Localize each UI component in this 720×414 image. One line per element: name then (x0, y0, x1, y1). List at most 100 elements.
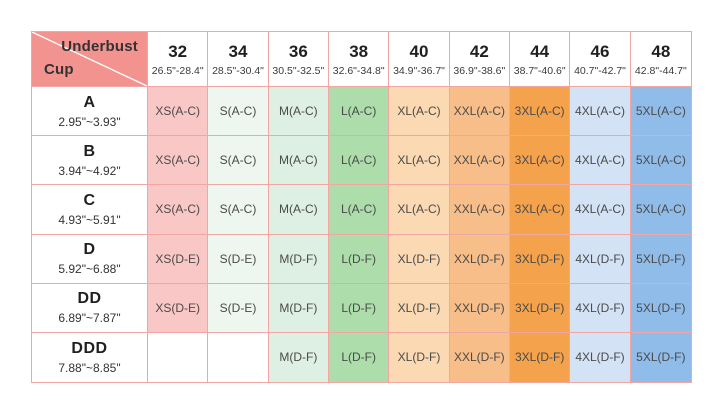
size-cell: XXL(A-C) (449, 185, 510, 235)
size-cell: 5XL(A-C) (630, 185, 691, 235)
size-cell: L(D-F) (328, 234, 390, 284)
cup-label: DD (77, 290, 102, 308)
cup-range-label: 4.93"~5.91" (58, 212, 121, 227)
size-cell: M(D-F) (268, 332, 329, 382)
size-cell: 4XL(D-F) (570, 332, 631, 382)
cup-label: A (83, 93, 96, 111)
column-header-48: 48 42.8"-44.7" (630, 32, 691, 87)
cup-range-label: 5.92"~6.88" (58, 262, 121, 277)
size-cell: 4XL(A-C) (570, 185, 631, 235)
row-header-C: C 4.93"~5.91" (32, 185, 148, 235)
size-cell: 5XL(D-F) (630, 283, 691, 333)
size-cell: 5XL(A-C) (630, 136, 691, 186)
column-header-40: 40 34.9"-36.7" (389, 32, 450, 87)
size-cell: XS(A-C) (148, 185, 209, 235)
size-cell: 3XL(D-F) (509, 234, 571, 284)
size-cell: XXL(D-F) (449, 234, 510, 284)
row-header-D: D 5.92"~6.88" (32, 234, 148, 284)
size-cell: 3XL(D-F) (509, 332, 571, 382)
row-header-B: B 3.94"~4.92" (32, 136, 148, 186)
size-cell: XXL(D-F) (449, 283, 510, 333)
size-cell: XXL(A-C) (449, 87, 510, 137)
row-header-DD: DD 6.89"~7.87" (32, 283, 148, 333)
size-cell: 4XL(D-F) (570, 283, 631, 333)
size-cell: XS(D-E) (148, 234, 209, 284)
size-cell: L(A-C) (328, 136, 390, 186)
size-cell: S(A-C) (208, 185, 269, 235)
column-range-label: 26.5"-28.4" (151, 64, 204, 77)
size-cell: 4XL(D-F) (570, 234, 631, 284)
size-cell: XS(D-E) (148, 283, 209, 333)
column-range-label: 28.5"-30.4" (212, 64, 264, 77)
column-size-label: 34 (228, 41, 248, 61)
column-header-42: 42 36.9"-38.6" (449, 32, 510, 87)
size-cell: 5XL(A-C) (630, 87, 691, 137)
column-range-label: 32.6"-34.8" (332, 64, 385, 77)
size-cell: XL(A-C) (389, 185, 450, 235)
size-cell: 3XL(A-C) (509, 185, 571, 235)
size-cell: S(D-E) (208, 283, 269, 333)
column-range-label: 36.9"-38.6" (453, 64, 506, 77)
column-size-label: 46 (590, 41, 610, 61)
size-cell: 5XL(D-F) (630, 332, 691, 382)
size-cell: M(A-C) (268, 87, 329, 137)
size-cell: XL(D-F) (389, 332, 450, 382)
size-cell: 5XL(D-F) (630, 234, 691, 284)
size-cell: XXL(D-F) (449, 332, 510, 382)
column-header-36: 36 30.5"-32.5" (268, 32, 329, 87)
size-cell: L(A-C) (328, 87, 390, 137)
column-header-38: 38 32.6"-34.8" (328, 32, 390, 87)
size-cell: S(D-E) (208, 234, 269, 284)
row-header-DDD: DDD 7.88"~8.85" (32, 332, 148, 382)
empty-size-cell (148, 332, 209, 382)
column-size-label: 48 (651, 41, 671, 61)
cup-range-label: 6.89"~7.87" (58, 311, 121, 326)
size-cell: L(D-F) (328, 332, 390, 382)
size-cell: L(A-C) (328, 185, 390, 235)
size-cell: XL(A-C) (389, 87, 450, 137)
size-cell: XS(A-C) (148, 136, 209, 186)
size-cell: XXL(A-C) (449, 136, 510, 186)
size-chart-table: Underbust Cup 32 26.5"-28.4" 34 28.5"-30.4"… (31, 31, 692, 383)
diagonal-divider-line (32, 32, 147, 86)
column-header-32: 32 26.5"-28.4" (148, 32, 209, 87)
cup-label: D (83, 241, 96, 259)
size-cell: S(A-C) (208, 87, 269, 137)
column-size-label: 42 (469, 41, 489, 61)
size-cell: XL(A-C) (389, 136, 450, 186)
cup-label: C (83, 191, 96, 209)
size-cell: S(A-C) (208, 136, 269, 186)
size-cell: 4XL(A-C) (570, 136, 631, 186)
size-cell: 3XL(A-C) (509, 136, 571, 186)
size-cell: M(D-F) (268, 234, 329, 284)
size-cell: XL(D-F) (389, 234, 450, 284)
size-cell: L(D-F) (328, 283, 390, 333)
corner-header-cell: Underbust Cup (32, 32, 148, 87)
empty-size-cell (208, 332, 269, 382)
column-range-label: 38.7"-40.6" (513, 64, 566, 77)
size-cell: XS(A-C) (148, 87, 209, 137)
cup-range-label: 3.94"~4.92" (58, 163, 121, 178)
column-range-label: 34.9"-36.7" (393, 64, 445, 77)
size-cell: M(D-F) (268, 283, 329, 333)
column-size-label: 32 (168, 41, 188, 61)
cup-header-label: Cup (44, 61, 74, 78)
cup-range-label: 7.88"~8.85" (58, 360, 121, 375)
column-size-label: 36 (288, 41, 308, 61)
column-range-label: 42.8"-44.7" (634, 64, 687, 77)
size-cell: M(A-C) (268, 136, 329, 186)
row-header-A: A 2.95"~3.93" (32, 87, 148, 137)
underbust-header-label: Underbust (61, 38, 138, 55)
size-cell: M(A-C) (268, 185, 329, 235)
size-cell: 3XL(D-F) (509, 283, 571, 333)
column-header-46: 46 40.7"-42.7" (570, 32, 631, 87)
column-size-label: 38 (349, 41, 369, 61)
column-header-44: 44 38.7"-40.6" (509, 32, 571, 87)
column-range-label: 40.7"-42.7" (574, 64, 626, 77)
column-size-label: 44 (530, 41, 550, 61)
column-size-label: 40 (409, 41, 429, 61)
cup-label: DDD (71, 339, 108, 357)
cup-label: B (83, 142, 96, 160)
cup-range-label: 2.95"~3.93" (58, 114, 121, 129)
